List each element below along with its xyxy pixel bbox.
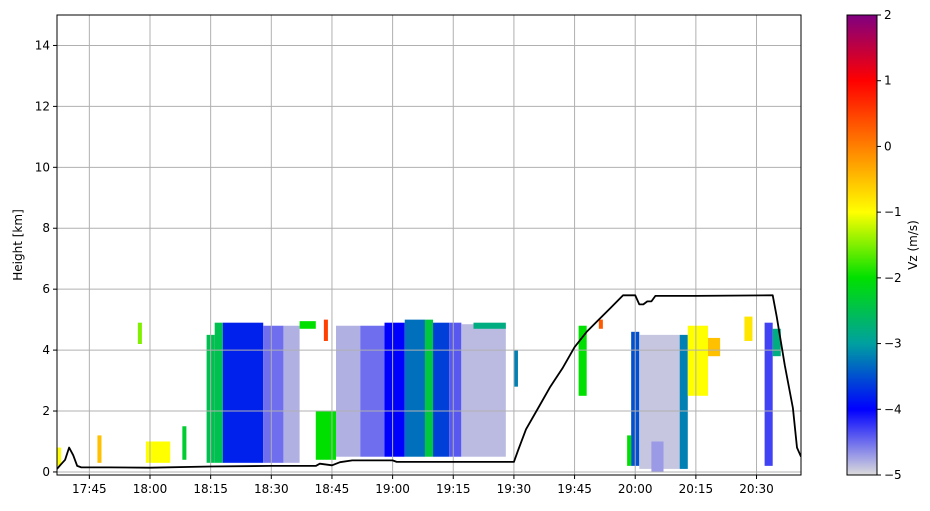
- vz-field: [57, 316, 781, 472]
- colorbar-tick-label: 2: [884, 8, 892, 22]
- height-line-layer: [57, 294, 801, 470]
- field-block: [299, 321, 316, 329]
- x-tick-label: 18:15: [193, 482, 228, 496]
- colorbar-tick-label: −3: [884, 337, 902, 351]
- field-block: [679, 334, 688, 469]
- x-tick-label: 18:45: [315, 482, 350, 496]
- field-block: [404, 319, 425, 457]
- field-block: [263, 325, 284, 463]
- x-tick-label: 19:30: [497, 482, 532, 496]
- field-block: [513, 350, 518, 387]
- field-block: [323, 319, 328, 341]
- field-block: [137, 322, 142, 345]
- field-block: [708, 337, 721, 357]
- y-tick-label: 10: [35, 160, 50, 174]
- field-block: [222, 322, 264, 463]
- field-block: [687, 325, 708, 396]
- field-block: [97, 435, 102, 463]
- x-tick-label: 18:00: [133, 482, 168, 496]
- x-tick-label: 18:30: [254, 482, 289, 496]
- field-block: [744, 316, 753, 341]
- colorbar-tick-label: −4: [884, 402, 902, 416]
- colorbar-tick-label: −1: [884, 205, 902, 219]
- x-tick-label: 20:00: [618, 482, 653, 496]
- x-tick-label: 17:45: [72, 482, 107, 496]
- colorbar-tick-label: −2: [884, 271, 902, 285]
- grid: [57, 15, 801, 475]
- x-tick-label: 19:00: [375, 482, 410, 496]
- colorbar-tick-label: 0: [884, 139, 892, 153]
- y-tick-label: 4: [42, 343, 50, 357]
- field-block: [433, 322, 450, 457]
- field-block: [315, 411, 336, 460]
- y-tick-label: 6: [42, 282, 50, 296]
- field-block: [214, 322, 223, 463]
- field-block: [627, 435, 632, 466]
- y-axis: 0 2 4 6 8 10 12 14: [35, 38, 57, 479]
- y-tick-label: 14: [35, 38, 50, 52]
- field-block: [598, 319, 603, 329]
- height-line: [57, 294, 801, 470]
- y-axis-label: Height [km]: [11, 209, 25, 280]
- x-axis: 17:45 18:00 18:15 18:30 18:45 19:00 19:15 19:30…: [72, 475, 774, 496]
- field-block: [424, 319, 434, 457]
- field-block: [772, 328, 781, 357]
- field-block: [651, 441, 664, 472]
- field-block: [283, 325, 300, 463]
- colorbar-tick-label: −5: [884, 468, 902, 482]
- colorbar: −5 −4 −3 −2 −1 0 1 2: [846, 8, 902, 482]
- field-block: [182, 426, 187, 460]
- y-tick-label: 12: [35, 99, 50, 113]
- field-block: [764, 322, 773, 466]
- field-block: [473, 322, 506, 329]
- field-block: [578, 325, 587, 396]
- colorbar-label: Vz (m/s): [906, 220, 920, 270]
- x-tick-label: 19:15: [436, 482, 471, 496]
- field-block: [57, 447, 62, 466]
- y-tick-label: 8: [42, 221, 50, 235]
- field-block: [336, 325, 361, 457]
- field-block: [449, 322, 462, 457]
- x-tick-label: 20:30: [739, 482, 774, 496]
- field-block: [145, 441, 171, 463]
- field-block: [461, 324, 506, 457]
- x-tick-label: 19:45: [557, 482, 592, 496]
- field-block: [384, 322, 405, 457]
- y-tick-label: 2: [42, 404, 50, 418]
- x-tick-label: 20:15: [679, 482, 714, 496]
- field-block: [360, 325, 385, 457]
- colorbar-tick-label: 1: [884, 74, 892, 88]
- colorbar-gradient: [846, 14, 878, 476]
- y-tick-label: 0: [42, 465, 50, 479]
- plot-frame: [56, 14, 802, 476]
